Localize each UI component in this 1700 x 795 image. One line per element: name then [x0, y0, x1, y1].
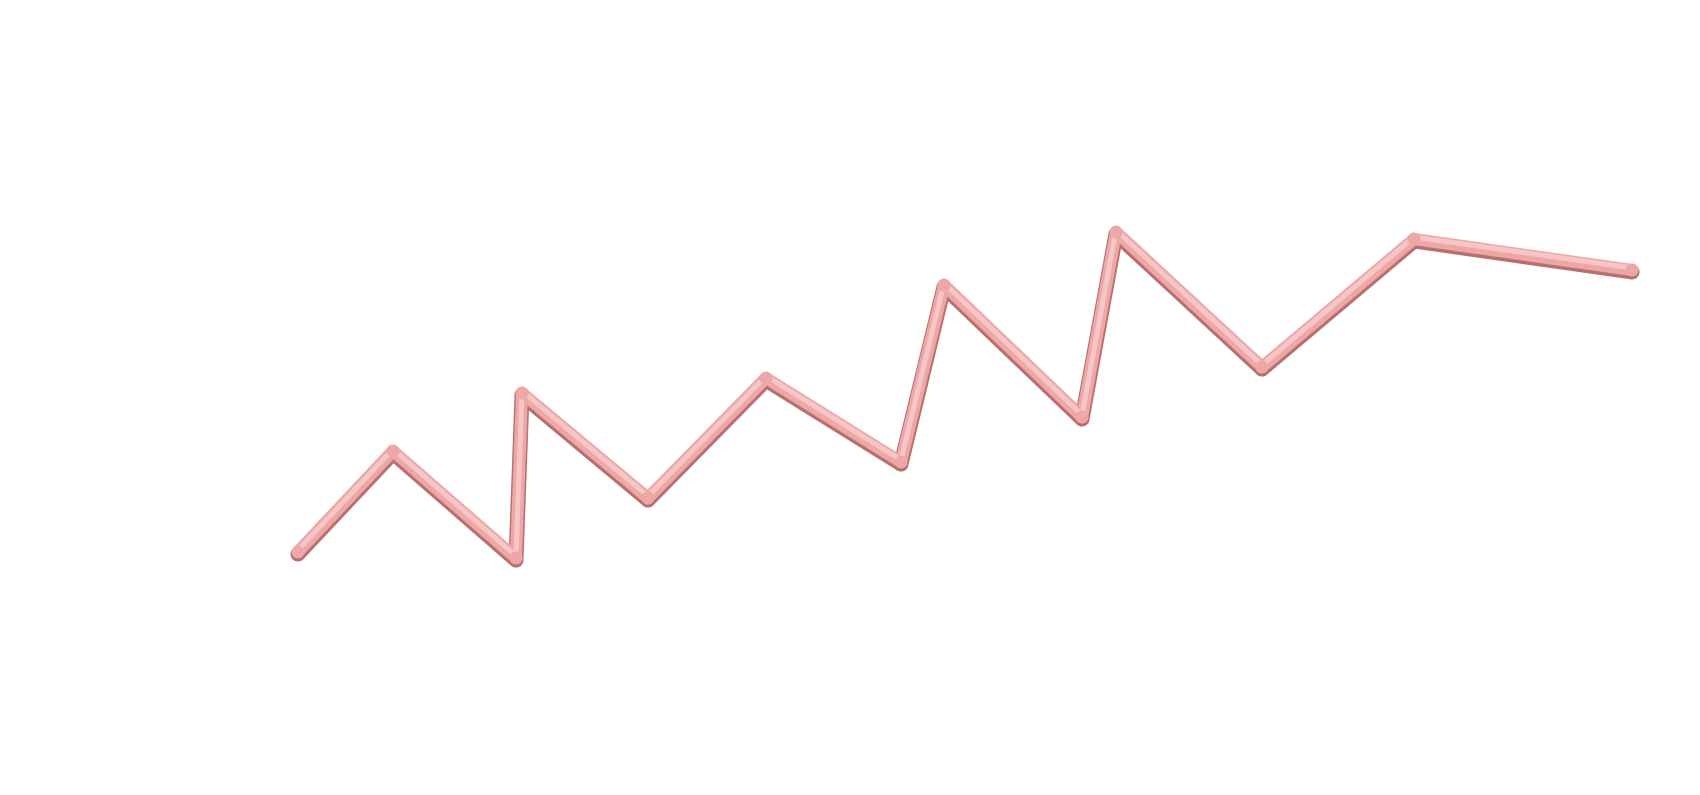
- tube-joint: [1255, 360, 1269, 374]
- tube-joint: [1109, 225, 1123, 239]
- tube-joint: [641, 491, 655, 505]
- tube-joint: [509, 551, 523, 565]
- tube-joint: [386, 444, 400, 458]
- tube-segment-highlight: [519, 388, 651, 499]
- tube-segment-highlight: [898, 280, 947, 463]
- tube-segment-highlight: [390, 446, 519, 559]
- tube-segment-highlight: [1079, 227, 1119, 418]
- tube-segment-highlight: [513, 388, 525, 559]
- tube-joint: [291, 545, 305, 559]
- tube-joint: [937, 278, 951, 292]
- tube-joint: [515, 386, 529, 400]
- tube-segment-highlight: [941, 280, 1085, 418]
- tube-layer: [290, 225, 1640, 568]
- tube-segment-highlight: [1259, 234, 1417, 368]
- tube-segment-highlight: [1113, 227, 1265, 368]
- tube-joint: [894, 455, 908, 469]
- tube-joint: [1407, 232, 1421, 246]
- tube-segment-highlight: [763, 373, 904, 463]
- tube-segment-highlight: [1411, 234, 1635, 271]
- tube-segment-highlight: [645, 373, 769, 499]
- tube-joint: [1075, 410, 1089, 424]
- tube-joint: [759, 371, 773, 385]
- tube-segment-highlight: [295, 446, 396, 553]
- tube-joint: [1625, 263, 1639, 277]
